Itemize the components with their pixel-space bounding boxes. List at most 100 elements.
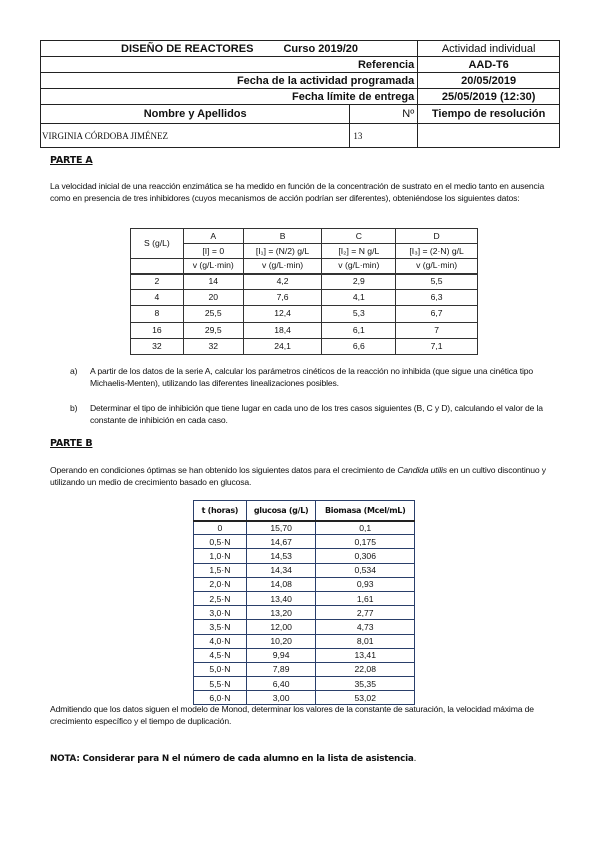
table-cell: 0 (193, 519, 247, 536)
student-name[interactable]: VIRGINIA CÓRDOBA JIMÉNEZ (39, 123, 351, 148)
table-cell: 2 (130, 272, 184, 291)
unit-header: v (g/L·min) (182, 258, 244, 274)
table-cell: 4 (130, 289, 184, 307)
table-row: 3,0·N 13,20 2,77 (193, 605, 415, 621)
table-cell: 4,5·N (193, 647, 247, 663)
table-cell: 13,20 (245, 605, 317, 621)
nota-text: : Considerar para N el número de cada al… (76, 754, 414, 764)
nota-label: NOTA (50, 754, 77, 764)
table-row: 3,5·N 12,00 4,73 (193, 619, 415, 635)
table-cell: 5,0·N (193, 661, 247, 678)
reference-label: Referencia (39, 56, 419, 73)
table-cell: 25,5 (182, 305, 244, 323)
series-header: B (242, 228, 323, 244)
table-cell: 6,1 (321, 321, 397, 339)
table-cell: 24,1 (242, 337, 323, 355)
condition-header: [I₃] = (2·N) g/L (395, 243, 478, 259)
table-cell: 18,4 (242, 321, 323, 339)
table-cell: 9,94 (245, 647, 317, 663)
condition-header: [I₂] = N g/L (321, 243, 397, 259)
question-text: A partir de los datos de la serie A, cal… (90, 366, 534, 388)
table-cell: 6,6 (321, 337, 397, 355)
table-cell: 7,1 (395, 337, 478, 355)
question-marker: a) (70, 366, 78, 376)
table-cell: 8 (130, 305, 184, 323)
table-cell: 5,5·N (193, 676, 247, 692)
table-cell: 20 (182, 289, 244, 307)
table-cell: 14,08 (245, 576, 317, 592)
table-cell: 14 (182, 272, 244, 291)
table-cell: 29,5 (182, 321, 244, 339)
table-cell: 6,3 (395, 289, 478, 307)
number-label: Nº (349, 104, 419, 124)
table-cell: 6,7 (395, 305, 478, 323)
time-label: Tiempo de resolución (417, 104, 560, 124)
table-row: 32 32 24,1 6,6 7,1 (130, 337, 478, 355)
table-cell: 32 (130, 337, 184, 355)
parte-a-intro: La velocidad inicial de una reacción enz… (50, 181, 545, 203)
column-header: t (horas) (193, 500, 247, 522)
table-row: 4 20 7,6 4,1 6,3 (130, 289, 478, 307)
table-cell: 1,0·N (193, 548, 247, 564)
table-cell: 5,3 (321, 305, 397, 323)
table-cell: 2,0·N (193, 576, 247, 592)
table-row: 6,0·N 3,00 53,02 (193, 690, 415, 706)
parte-a-heading: PARTE A (50, 155, 93, 166)
table-cell: 14,34 (245, 562, 317, 578)
condition-header: [I₁] = (N/2) g/L (242, 243, 323, 259)
nota-end: . (413, 754, 417, 764)
table-row: 4,0·N 10,20 8,01 (193, 633, 415, 649)
nota: NOTA: Considerar para N el número de cad… (50, 754, 416, 764)
table-cell: 0,306 (315, 548, 415, 564)
table-row: 5,0·N 7,89 22,08 (193, 661, 415, 678)
table-row: 0,5·N 14,67 0,175 (193, 534, 415, 550)
table-cell: 2,9 (321, 272, 397, 291)
table-cell: 16 (130, 321, 184, 339)
table-cell: 7 (395, 321, 478, 339)
table-cell: 8,01 (315, 633, 415, 649)
table-cell: 3,0·N (193, 605, 247, 621)
resolution-time[interactable] (417, 123, 560, 148)
table-cell: 53,02 (315, 690, 415, 706)
activity-type: Actividad individual (417, 40, 560, 57)
parte-b-question: Admitiendo que los datos siguen el model… (50, 704, 534, 726)
name-label: Nombre y Apellidos (39, 104, 351, 124)
scheduled-label: Fecha de la actividad programada (39, 72, 419, 89)
course-year: Curso 2019/20 (283, 42, 359, 55)
student-number[interactable]: 13 (349, 123, 419, 148)
table-cell: 0,534 (315, 562, 415, 578)
header-title-cell: DISEÑO DE REACTORES Curso 2019/20 (39, 40, 419, 57)
blank-cell (130, 258, 184, 274)
table-cell: 4,1 (321, 289, 397, 307)
growth-data-table: t (horas) glucosa (g/L) Biomasa (Mcel/mL) … (193, 500, 415, 706)
table-cell: 4,2 (242, 272, 323, 291)
table-cell: 12,00 (245, 619, 317, 635)
table-cell: 22,08 (315, 661, 415, 678)
series-header: C (321, 228, 397, 244)
series-header: D (395, 228, 478, 244)
table-cell: 0,5·N (193, 534, 247, 550)
table-cell: 10,20 (245, 633, 317, 649)
scheduled-value: 20/05/2019 (417, 72, 560, 89)
table-cell: 32 (182, 337, 244, 355)
table-row: 16 29,5 18,4 6,1 7 (130, 321, 478, 339)
header-table: DISEÑO DE REACTORES Curso 2019/20 Activida… (39, 40, 560, 148)
table-cell: 2,77 (315, 605, 415, 621)
series-header: A (182, 228, 244, 244)
question-b: b) Determinar el tipo de inhibición que t… (70, 402, 560, 428)
course-title: DISEÑO DE REACTORES (121, 42, 254, 55)
column-header: glucosa (g/L) (245, 500, 317, 522)
deadline-value: 25/05/2019 (12:30) (417, 88, 560, 105)
table-cell: 4,73 (315, 619, 415, 635)
table-cell: 5,5 (395, 272, 478, 291)
deadline-label: Fecha límite de entrega (39, 88, 419, 105)
table-row: 0 15,70 0,1 (193, 519, 415, 536)
table-row: 2 14 4,2 2,9 5,5 (130, 272, 478, 291)
table-cell: 13,41 (315, 647, 415, 663)
table-row: 5,5·N 6,40 35,35 (193, 676, 415, 692)
column-header: Biomasa (Mcel/mL) (315, 500, 415, 522)
s-header: S (g/L) (130, 228, 184, 259)
table-cell: 1,61 (315, 590, 415, 607)
question-marker: b) (70, 403, 78, 413)
enzyme-data-table: S (g/L) A B C D [I] = 0 [I₁] = (N/2) g/L [I₂] =… (130, 228, 478, 355)
